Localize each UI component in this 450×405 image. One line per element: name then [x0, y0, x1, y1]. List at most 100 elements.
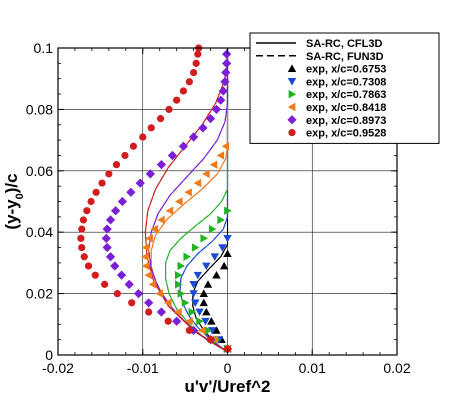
- data-point: [145, 169, 155, 179]
- legend-label: exp, x/c=0.7308: [306, 76, 386, 88]
- data-point: [172, 316, 182, 326]
- data-point: [222, 49, 232, 59]
- data-point: [79, 216, 88, 224]
- data-point: [156, 307, 167, 317]
- data-point: [129, 142, 138, 150]
- data-point: [144, 298, 154, 308]
- data-point: [102, 224, 112, 234]
- data-point: [102, 242, 112, 253]
- data-point: [141, 243, 150, 252]
- data-point: [221, 67, 231, 78]
- y-tick-label: 0.1: [34, 40, 54, 56]
- data-point: [156, 160, 167, 170]
- data-point: [128, 299, 136, 307]
- data-point: [195, 308, 204, 317]
- data-point: [216, 95, 226, 105]
- data-point: [224, 206, 232, 215]
- data-point: [193, 178, 202, 188]
- data-point: [223, 249, 232, 258]
- data-point: [212, 270, 221, 279]
- data-point: [80, 253, 88, 261]
- data-point: [155, 289, 164, 298]
- data-point: [202, 262, 211, 271]
- data-point: [201, 317, 210, 326]
- legend-label: SA-RC, FUN3D: [306, 51, 384, 63]
- data-point: [174, 280, 183, 289]
- data-point: [220, 77, 230, 87]
- data-point: [98, 179, 106, 187]
- data-point: [112, 161, 121, 169]
- data-point: [133, 288, 144, 299]
- data-point: [211, 104, 222, 115]
- data-point: [177, 289, 186, 298]
- data-point: [208, 327, 217, 335]
- data-point: [165, 206, 174, 215]
- data-point: [78, 243, 86, 252]
- data-point: [218, 86, 228, 96]
- data-point: [110, 261, 120, 271]
- data-point: [174, 197, 183, 206]
- data-point: [84, 262, 93, 270]
- data-point: [206, 336, 215, 344]
- data-point: [189, 281, 198, 289]
- data-point: [223, 345, 232, 353]
- x-tick-label: -0.02: [42, 360, 74, 376]
- data-point: [209, 160, 218, 169]
- data-point: [141, 261, 150, 271]
- cfl3d-curve: [150, 48, 229, 353]
- y-tick-label: 0: [45, 347, 53, 363]
- data-point: [208, 224, 217, 234]
- data-point: [116, 270, 127, 280]
- legend-label: exp, x/c=0.6753: [306, 64, 386, 76]
- data-point: [207, 317, 216, 325]
- data-point: [188, 132, 199, 142]
- data-point: [83, 207, 91, 215]
- legend-label: SA-RC, CFL3D: [306, 38, 382, 50]
- data-point: [221, 142, 230, 151]
- legend-label: exp, x/c=0.9528: [306, 128, 386, 140]
- x-tick-label: 0.02: [383, 360, 410, 376]
- data-point: [117, 196, 128, 207]
- cfd-curves: [144, 48, 229, 353]
- data-point: [105, 252, 116, 262]
- data-point: [223, 234, 232, 243]
- data-point: [156, 115, 165, 123]
- x-tick-label: 0: [224, 360, 232, 376]
- data-point: [219, 261, 229, 270]
- data-point: [113, 290, 121, 298]
- data-point: [101, 233, 111, 243]
- data-point: [185, 326, 193, 335]
- data-point: [174, 270, 183, 280]
- data-point: [111, 206, 121, 216]
- data-point: [178, 141, 189, 151]
- data-point: [91, 271, 99, 279]
- legend-marker: [287, 64, 297, 72]
- data-point: [191, 243, 200, 252]
- data-point: [189, 290, 198, 298]
- data-point: [77, 234, 85, 242]
- fun3d-curve: [179, 48, 229, 353]
- data-point: [218, 244, 227, 252]
- legend-marker: [287, 102, 296, 112]
- x-axis-label: u'v'/Uref^2: [184, 377, 270, 396]
- data-point: [199, 289, 208, 297]
- data-point: [78, 225, 86, 233]
- data-point: [193, 271, 203, 280]
- data-point: [105, 215, 116, 225]
- data-point: [181, 298, 190, 308]
- data-point: [217, 215, 225, 225]
- data-point: [150, 224, 158, 234]
- data-point: [173, 96, 181, 104]
- data-point: [141, 252, 149, 261]
- y-axis-label: (y-y0)/c: [2, 173, 26, 229]
- data-point: [92, 188, 100, 196]
- data-point: [188, 307, 197, 317]
- data-point: [121, 151, 129, 160]
- data-point: [190, 68, 198, 77]
- data-point: [144, 270, 153, 280]
- data-point: [199, 298, 208, 307]
- data-point: [135, 178, 145, 188]
- legend-marker: [288, 90, 297, 99]
- data-point: [157, 215, 165, 225]
- data-point: [167, 150, 178, 161]
